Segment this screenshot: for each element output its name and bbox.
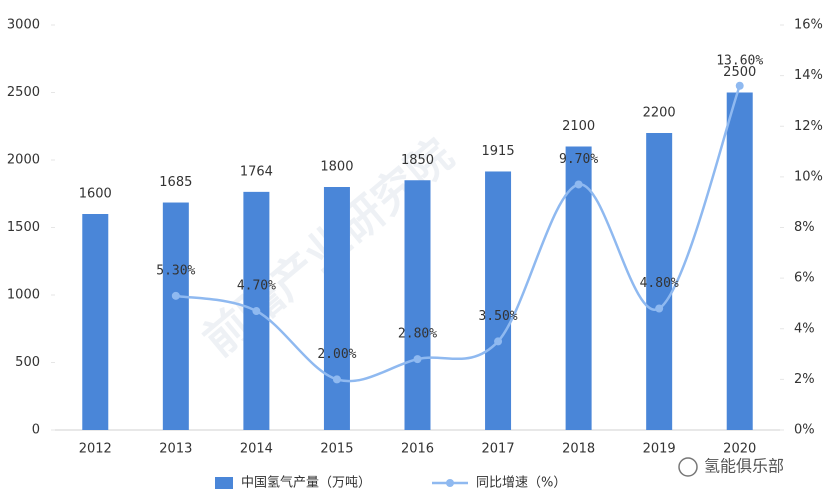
x-tick-label: 2016 <box>401 442 434 457</box>
bar <box>82 214 109 430</box>
legend-marker <box>446 479 454 487</box>
x-tick-label: 2012 <box>79 442 112 457</box>
line-marker <box>735 81 744 90</box>
legend-label: 同比增速（%） <box>476 476 566 491</box>
bar-value-label: 1764 <box>240 164 273 179</box>
line-value-label: 2.80% <box>398 327 437 342</box>
x-tick-label: 2018 <box>562 442 595 457</box>
y-tick-label: 2500 <box>7 85 40 100</box>
bar-value-label: 1915 <box>482 144 515 159</box>
y2-tick-label: 10% <box>794 169 823 184</box>
line-marker <box>332 375 341 384</box>
y2-tick-label: 6% <box>794 271 815 286</box>
y-tick-label: 1000 <box>7 288 40 303</box>
line-marker <box>252 307 261 316</box>
bar <box>323 187 350 430</box>
x-tick-label: 2019 <box>643 442 676 457</box>
line-value-label: 3.50% <box>478 309 517 324</box>
bar-value-label: 2100 <box>562 119 595 134</box>
x-tick-label: 2020 <box>723 442 756 457</box>
x-tick-label: 2013 <box>159 442 192 457</box>
bar-value-label: 2200 <box>643 106 676 121</box>
y-tick-label: 1500 <box>7 220 40 235</box>
line-value-label: 4.70% <box>237 279 276 294</box>
bar <box>726 92 753 430</box>
bar <box>485 171 512 430</box>
bar <box>162 202 189 430</box>
y-tick-label: 3000 <box>7 18 40 33</box>
line-marker <box>494 337 503 346</box>
y2-tick-label: 14% <box>794 68 823 83</box>
y-tick-label: 500 <box>15 355 40 370</box>
bar-value-label: 1600 <box>79 187 112 202</box>
y2-tick-label: 12% <box>794 119 823 134</box>
x-tick-label: 2015 <box>320 442 353 457</box>
line-value-label: 2.00% <box>317 347 356 362</box>
watermark: 氢能俱乐部 <box>704 457 784 476</box>
bar <box>565 146 592 430</box>
bar-value-label: 1850 <box>401 153 434 168</box>
x-tick-label: 2017 <box>482 442 515 457</box>
x-tick-label: 2014 <box>240 442 273 457</box>
y-tick-label: 2000 <box>7 153 40 168</box>
line-value-label: 9.70% <box>559 152 598 167</box>
y2-tick-label: 4% <box>794 321 815 336</box>
y2-tick-label: 16% <box>794 18 823 33</box>
line-marker <box>574 180 583 189</box>
line-value-label: 4.80% <box>640 276 679 291</box>
bar-value-label: 1685 <box>159 175 192 190</box>
line-marker <box>171 291 180 300</box>
y2-tick-label: 0% <box>794 423 815 438</box>
bar-value-label: 1800 <box>320 160 353 175</box>
line-value-label: 5.30% <box>156 263 195 278</box>
line-marker <box>413 355 422 364</box>
legend-label: 中国氢气产量（万吨） <box>241 475 371 491</box>
bar <box>404 180 431 430</box>
watermark-icon <box>678 457 698 477</box>
bar <box>646 133 673 430</box>
line-value-label: 13.60% <box>716 53 763 68</box>
legend-swatch <box>215 477 233 489</box>
bar-value-label: 2500 <box>723 65 756 80</box>
y2-tick-label: 8% <box>794 220 815 235</box>
line-marker <box>655 304 664 313</box>
y2-tick-label: 2% <box>794 372 815 387</box>
y-tick-label: 0 <box>32 423 40 438</box>
